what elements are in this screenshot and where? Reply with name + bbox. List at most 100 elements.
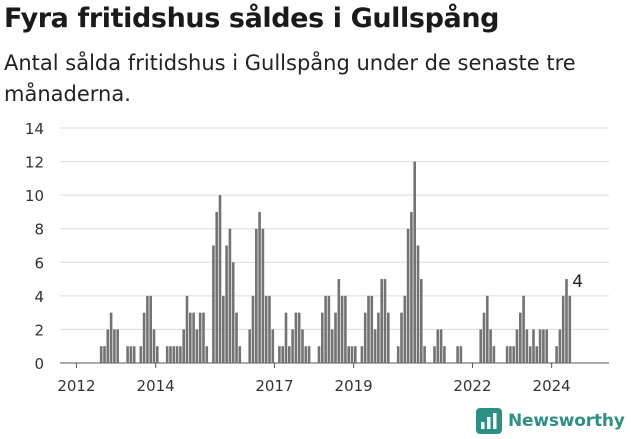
bar: [113, 329, 116, 363]
bar: [215, 211, 218, 363]
bar: [403, 295, 407, 363]
bar: [251, 295, 255, 363]
bar: [519, 312, 522, 363]
bar-chart: 0 2 4 6 8 10 12 14 2012 2014 2017 2019 2022 2024 4: [25, 120, 609, 395]
bar: [192, 312, 195, 363]
bar: [436, 329, 440, 363]
bar: [156, 346, 159, 363]
bar: [304, 346, 308, 363]
y-tick-label: 8: [34, 221, 44, 239]
bar: [271, 329, 275, 363]
bar: [146, 295, 149, 363]
bar: [420, 279, 423, 363]
bar: [515, 329, 519, 363]
bar: [152, 329, 156, 363]
bar: [129, 346, 133, 363]
bar: [410, 211, 413, 363]
bar: [288, 346, 291, 363]
bar: [555, 346, 558, 363]
y-tick-label: 4: [34, 288, 44, 306]
bar: [212, 245, 215, 363]
bar: [400, 312, 403, 363]
bar: [522, 295, 525, 363]
bar: [142, 312, 146, 363]
x-tick-label: 2014: [137, 377, 175, 395]
bar: [149, 295, 152, 363]
bar: [175, 346, 179, 363]
bar: [370, 295, 374, 363]
bar: [278, 346, 281, 363]
bar: [222, 295, 225, 363]
bar: [363, 312, 367, 363]
bar: [321, 312, 324, 363]
bar: [387, 312, 390, 363]
bar: [307, 346, 311, 363]
bar: [327, 295, 331, 363]
bar: [528, 346, 532, 363]
bar: [225, 245, 228, 363]
chart-title: Fyra fritidshus såldes i Gullspång: [4, 3, 500, 34]
bar: [99, 346, 103, 363]
x-tick-label: 2012: [57, 377, 95, 395]
bar: [406, 228, 410, 363]
x-tick-label: 2017: [255, 377, 293, 395]
bar: [281, 346, 284, 363]
bar: [235, 312, 238, 363]
bar: [512, 346, 515, 363]
y-tick-label: 10: [25, 187, 44, 205]
bar: [337, 279, 341, 363]
bar: [561, 295, 565, 363]
bar: [238, 346, 242, 363]
bar: [443, 346, 446, 363]
bar: [132, 346, 136, 363]
bar: [228, 228, 232, 363]
bar: [248, 329, 251, 363]
bar: [165, 346, 169, 363]
bar: [297, 312, 301, 363]
y-tick-label: 6: [34, 254, 44, 272]
bar: [505, 346, 509, 363]
bar: [360, 346, 364, 363]
bar: [103, 346, 106, 363]
bar: [284, 312, 288, 363]
bar: [350, 346, 354, 363]
bar: [535, 346, 539, 363]
bar: [109, 312, 113, 363]
y-tick-label: 14: [25, 120, 44, 138]
bar: [347, 346, 350, 363]
bar: [139, 346, 143, 363]
bar: [189, 312, 192, 363]
bar: [558, 329, 562, 363]
bar: [479, 329, 482, 363]
bar: [202, 312, 205, 363]
bar: [185, 295, 189, 363]
brand-name: Newsworthy: [508, 411, 625, 431]
bar: [334, 312, 337, 363]
bar: [433, 346, 436, 363]
bar: [489, 329, 492, 363]
bar: [538, 329, 542, 363]
bar: [354, 346, 357, 363]
bar: [486, 295, 489, 363]
bar: [377, 312, 380, 363]
chart-subtitle: Antal sålda fritidshus i Gullspång under…: [4, 51, 576, 106]
x-tick-label: 2022: [453, 377, 491, 395]
bar: [509, 346, 512, 363]
x-tick-label: 2019: [335, 377, 373, 395]
bar: [324, 295, 327, 363]
bar: [545, 329, 548, 363]
bar: [542, 329, 545, 363]
bar: [294, 312, 298, 363]
bar: [396, 346, 400, 363]
bar: [182, 329, 185, 363]
bar: [205, 346, 209, 363]
bar: [423, 346, 426, 363]
bar: [106, 329, 110, 363]
bar: [198, 312, 202, 363]
y-tick-label: 0: [34, 355, 44, 373]
bar: [383, 279, 387, 363]
bar-chart-logo-icon: [476, 408, 502, 434]
x-tick-label: 2024: [533, 377, 571, 395]
bar: [525, 329, 529, 363]
bar: [344, 295, 347, 363]
